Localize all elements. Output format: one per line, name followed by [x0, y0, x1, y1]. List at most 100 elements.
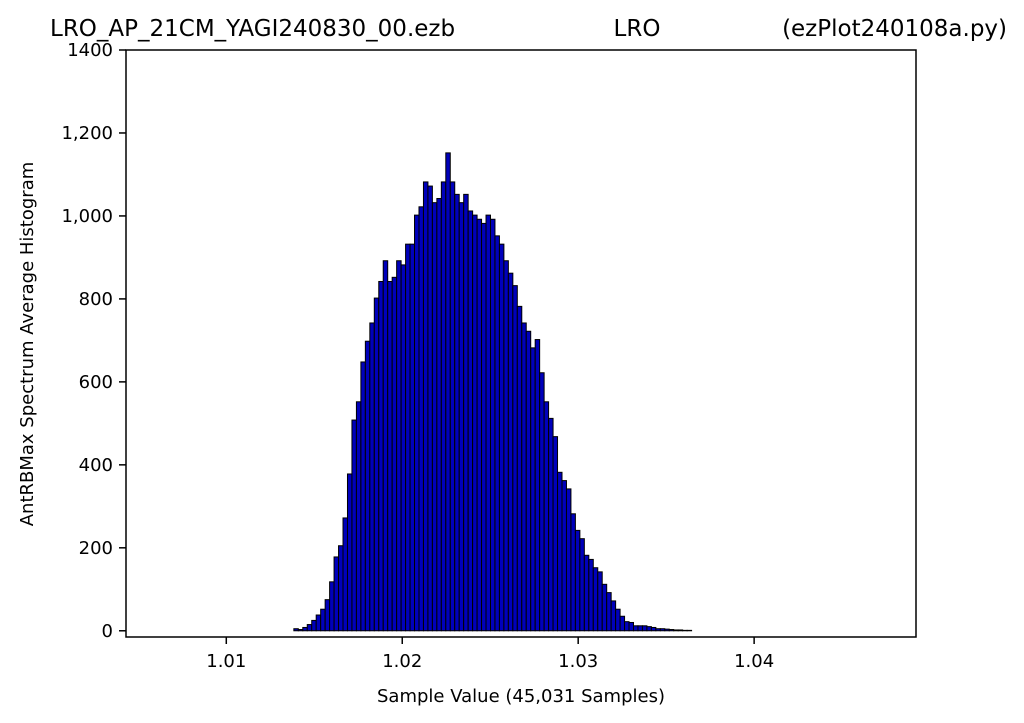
histogram-bar: [677, 629, 684, 632]
histogram-bar: [418, 206, 424, 632]
x-axis-label: Sample Value (45,031 Samples): [377, 686, 665, 707]
histogram-bar: [539, 372, 545, 632]
y-tick-label: 600: [79, 372, 113, 393]
histogram-bar: [673, 629, 679, 632]
histogram-bar: [628, 621, 635, 632]
histogram-bar: [489, 218, 496, 632]
histogram-bar: [503, 260, 509, 632]
x-tick-label: 1.01: [206, 651, 246, 672]
x-tick-label: 1.04: [734, 651, 774, 672]
histogram-bar: [561, 480, 567, 632]
histogram-bar: [315, 614, 322, 632]
histogram-bar: [333, 556, 340, 632]
histogram-bar: [543, 401, 550, 632]
histogram-bar: [467, 210, 474, 632]
histogram-bar: [592, 567, 599, 632]
histogram-bar: [597, 571, 603, 632]
histogram-bar: [346, 473, 353, 632]
histogram-bar: [369, 322, 375, 632]
histogram-bar: [485, 214, 491, 632]
histogram-bar: [606, 592, 612, 632]
histogram-bar: [552, 436, 559, 632]
y-tick-label: 200: [79, 538, 113, 559]
histogram-bar: [431, 202, 438, 632]
histogram-bar: [512, 285, 518, 632]
histogram-bar: [521, 322, 527, 632]
histogram-bar: [297, 629, 304, 632]
histogram-bar: [454, 193, 460, 632]
y-tick-label: 1,200: [61, 123, 113, 144]
title-filename: LRO_AP_21CM_YAGI240830_00.ezb: [50, 16, 455, 42]
histogram-bar: [574, 529, 581, 632]
histogram-bar: [422, 181, 429, 632]
histogram-bar: [570, 513, 576, 632]
histogram-bar: [637, 625, 643, 632]
histogram-bar: [342, 517, 348, 632]
title-site: LRO: [614, 16, 661, 42]
histogram-bar: [436, 198, 442, 632]
histogram-bar: [311, 619, 317, 632]
histogram-bar: [530, 347, 536, 632]
histogram-bar: [601, 583, 608, 632]
histogram-bar: [351, 419, 357, 632]
histogram-bar: [525, 330, 532, 632]
y-tick-label: 1,000: [61, 206, 113, 227]
histogram-bar: [445, 152, 451, 632]
histogram-bar: [659, 628, 666, 632]
histogram-bar: [646, 626, 652, 632]
histogram-bar: [396, 260, 402, 632]
histogram-bar: [306, 624, 313, 632]
histogram-bar: [324, 599, 331, 632]
histogram-bar: [498, 243, 505, 632]
x-tick-label: 1.03: [558, 651, 598, 672]
histogram-bar: [360, 361, 366, 632]
histogram-bar: [373, 297, 380, 632]
histogram-bar: [619, 615, 626, 632]
x-tick-label: 1.02: [382, 651, 422, 672]
histogram-bar: [494, 235, 500, 632]
histogram-bar: [507, 272, 514, 632]
histogram-bar: [302, 626, 308, 632]
histogram-bar: [516, 305, 523, 632]
histogram-bar: [534, 339, 541, 632]
histogram-bar: [548, 417, 554, 632]
histogram-bar: [329, 581, 335, 632]
histogram-bar: [414, 214, 420, 632]
y-tick-label: 0: [102, 621, 113, 642]
histogram-bar: [472, 214, 478, 632]
x-axis-ticks: 1.01 1.02 1.03 1.04: [206, 637, 774, 672]
histogram-bar: [409, 243, 416, 632]
histogram-bar: [641, 625, 648, 632]
histogram-bar: [382, 260, 389, 632]
histogram-bar: [355, 401, 362, 632]
histogram-bar: [655, 628, 661, 632]
title-script: (ezPlot240108a.py): [782, 16, 1007, 42]
y-tick-label: 800: [79, 289, 113, 310]
plot-frame: [125, 49, 917, 638]
y-tick-label: 1400: [67, 40, 113, 61]
histogram-bar: [668, 629, 675, 632]
histogram-bar: [624, 621, 630, 632]
histogram-bar: [633, 625, 639, 632]
histogram-bar: [664, 628, 670, 632]
histogram-bar: [615, 608, 621, 632]
histogram-bar: [400, 264, 407, 632]
histogram-bar: [378, 280, 384, 632]
histogram-bar: [440, 181, 447, 632]
histogram-bar: [391, 276, 398, 632]
histogram-bar: [338, 545, 344, 632]
histogram-bars: [293, 152, 693, 632]
y-axis-label: AntRBMax Spectrum Average Histogram: [17, 162, 38, 527]
histogram-bar: [481, 222, 487, 632]
histogram-bar: [650, 626, 657, 632]
histogram-bar: [427, 185, 433, 632]
histogram-bar: [449, 181, 456, 632]
histogram-bar: [610, 600, 617, 632]
histogram-bar: [293, 628, 299, 632]
histogram-bar: [476, 218, 483, 632]
histogram-bar: [557, 471, 563, 632]
histogram-bar: [588, 558, 594, 632]
histogram-bar: [463, 193, 469, 632]
histogram-bar: [458, 202, 465, 632]
